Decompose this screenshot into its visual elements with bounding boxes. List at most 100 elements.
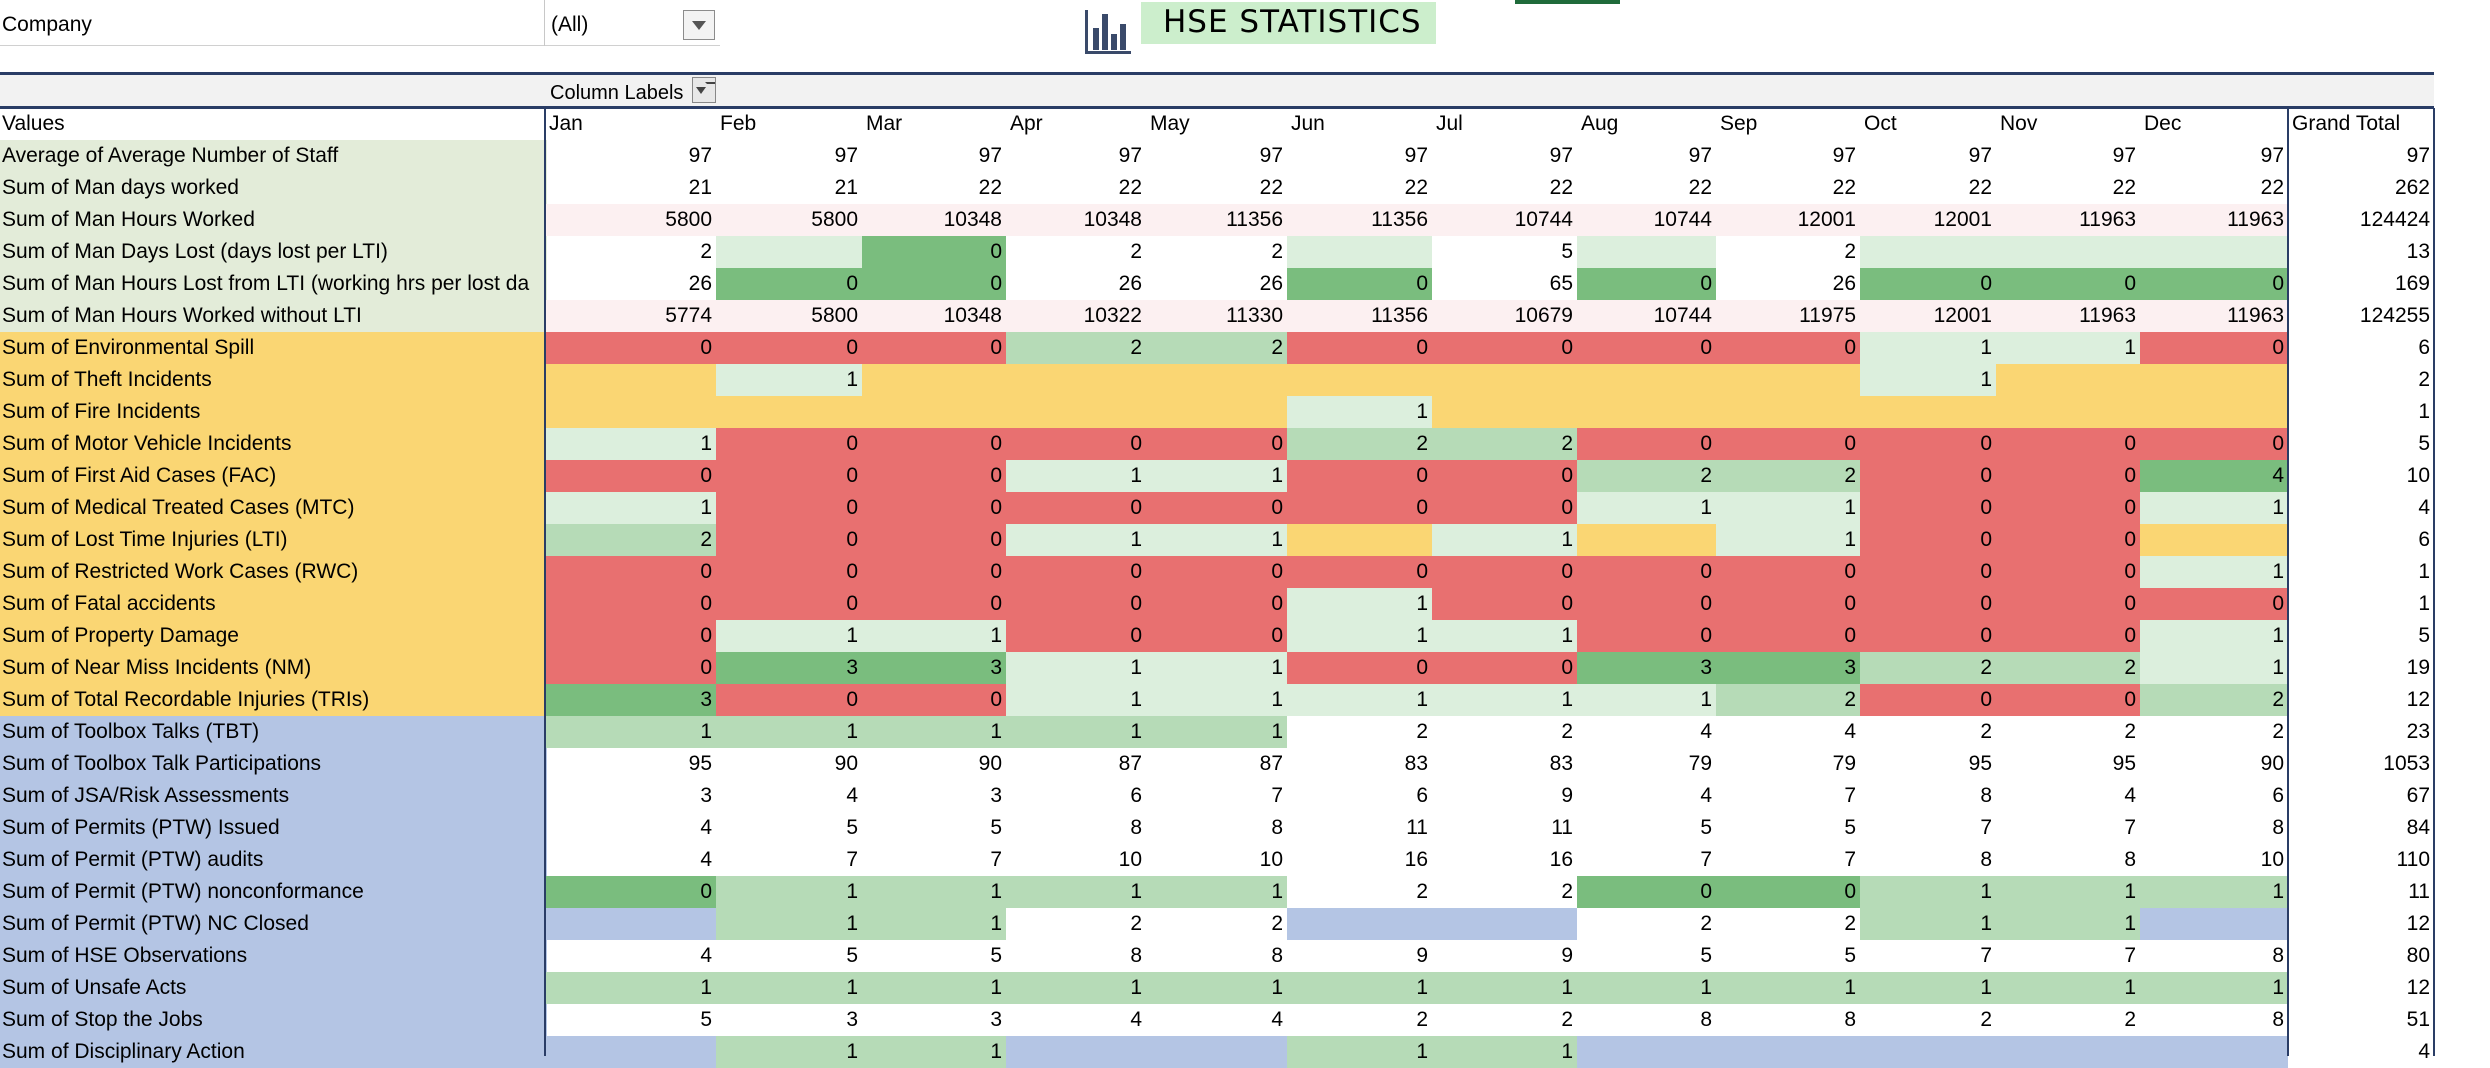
table-cell[interactable]: 0 (1577, 332, 1716, 364)
table-cell[interactable]: 10744 (1432, 204, 1577, 236)
table-cell[interactable]: 4 (846, 784, 858, 807)
table-cell[interactable]: 11963 (2140, 300, 2288, 332)
table-cell[interactable]: 12001 (1860, 300, 1996, 332)
table-cell[interactable]: 22 (1118, 176, 1142, 199)
table-cell[interactable] (1006, 364, 1146, 396)
table-cell[interactable]: 2 (1980, 1008, 1992, 1031)
table-cell[interactable] (1860, 236, 1996, 268)
table-cell[interactable]: 22 (1259, 176, 1283, 199)
table-cell[interactable]: 1 (1146, 972, 1287, 1004)
table-cell[interactable]: 79 (1832, 752, 1856, 775)
table-cell[interactable]: 6 (2272, 784, 2284, 807)
table-cell[interactable]: 87 (1118, 752, 1142, 775)
table-cell[interactable]: 1 (2140, 652, 2288, 684)
month-header-sep[interactable]: Sep (1720, 112, 1758, 135)
table-cell[interactable]: 5800 (545, 204, 716, 236)
grand-total-cell[interactable]: 80 (2406, 944, 2430, 967)
table-cell[interactable]: 6 (1130, 784, 1142, 807)
grand-total-cell[interactable]: 4 (2418, 496, 2430, 519)
table-cell[interactable]: 8 (1980, 784, 1992, 807)
table-cell[interactable]: 1 (716, 364, 862, 396)
grand-total-cell[interactable]: 2 (2418, 368, 2430, 391)
row-label[interactable]: Sum of HSE Observations (0, 940, 547, 972)
table-cell[interactable]: 1 (862, 972, 1006, 1004)
table-cell[interactable]: 2 (700, 240, 712, 263)
table-cell[interactable]: 0 (1996, 620, 2140, 652)
table-cell[interactable]: 0 (1432, 652, 1577, 684)
table-cell[interactable]: 10744 (1577, 300, 1716, 332)
table-cell[interactable]: 5 (1700, 816, 1712, 839)
table-cell[interactable]: 0 (1006, 588, 1146, 620)
table-cell[interactable]: 8 (2272, 1008, 2284, 1031)
table-cell[interactable]: 5 (990, 944, 1002, 967)
table-cell[interactable]: 2 (1130, 912, 1142, 935)
table-cell[interactable] (1860, 1036, 1996, 1068)
table-cell[interactable]: 1 (862, 620, 1006, 652)
table-cell[interactable]: 3 (990, 1008, 1002, 1031)
table-cell[interactable]: 1 (1006, 716, 1146, 748)
table-cell[interactable]: 0 (1860, 524, 1996, 556)
row-label[interactable]: Sum of Man Hours Worked without LTI (0, 300, 547, 332)
table-cell[interactable]: 8 (1271, 944, 1283, 967)
row-label[interactable]: Sum of Man Hours Worked (0, 204, 547, 236)
table-cell[interactable] (1432, 908, 1577, 940)
month-header-nov[interactable]: Nov (2000, 112, 2038, 135)
row-label[interactable]: Sum of Lost Time Injuries (LTI) (0, 524, 547, 556)
table-cell[interactable]: 1 (1146, 876, 1287, 908)
table-cell[interactable]: 65 (1549, 272, 1573, 295)
month-header-dec[interactable]: Dec (2144, 112, 2182, 135)
table-cell[interactable]: 95 (1968, 752, 1992, 775)
table-cell[interactable]: 10 (1259, 848, 1283, 871)
table-cell[interactable]: 0 (1716, 620, 1860, 652)
table-cell[interactable]: 1 (1577, 492, 1716, 524)
month-header-may[interactable]: May (1150, 112, 1190, 135)
table-cell[interactable]: 5 (990, 816, 1002, 839)
table-cell[interactable]: 2 (2272, 720, 2284, 743)
table-cell[interactable]: 0 (1287, 652, 1432, 684)
table-cell[interactable]: 2 (2124, 1008, 2136, 1031)
table-cell[interactable] (2140, 1036, 2288, 1068)
table-cell[interactable]: 0 (1146, 492, 1287, 524)
table-cell[interactable] (545, 364, 716, 396)
table-cell[interactable]: 1 (1287, 1036, 1432, 1068)
table-cell[interactable]: 9 (1561, 944, 1573, 967)
table-cell[interactable]: 12001 (1860, 204, 1996, 236)
grand-total-cell[interactable]: 1 (2418, 560, 2430, 583)
table-cell[interactable]: 10 (1118, 848, 1142, 871)
table-cell[interactable]: 0 (1146, 620, 1287, 652)
table-cell[interactable]: 1 (1716, 492, 1860, 524)
grand-total-cell[interactable]: 12 (2406, 976, 2430, 999)
row-label[interactable]: Sum of Disciplinary Action (0, 1036, 547, 1068)
table-cell[interactable]: 0 (1996, 492, 2140, 524)
table-cell[interactable]: 2 (1432, 428, 1577, 460)
table-cell[interactable]: 97 (978, 144, 1002, 167)
table-cell[interactable]: 1 (1146, 652, 1287, 684)
table-cell[interactable]: 2 (1561, 720, 1573, 743)
table-cell[interactable]: 2 (1844, 240, 1856, 263)
grand-total-cell[interactable]: 97 (2406, 144, 2430, 167)
table-cell[interactable]: 10348 (862, 300, 1006, 332)
table-cell[interactable] (1287, 236, 1432, 268)
grand-total-cell[interactable]: 13 (2406, 240, 2430, 263)
table-cell[interactable]: 97 (2260, 144, 2284, 167)
table-cell[interactable]: 2 (1561, 880, 1573, 903)
row-label[interactable]: Sum of Permits (PTW) Issued (0, 812, 547, 844)
table-cell[interactable]: 1 (1996, 972, 2140, 1004)
table-cell[interactable] (2140, 908, 2288, 940)
table-cell[interactable]: 97 (2112, 144, 2136, 167)
table-cell[interactable]: 0 (1006, 428, 1146, 460)
table-cell[interactable]: 0 (1577, 876, 1716, 908)
table-cell[interactable] (1577, 236, 1716, 268)
table-cell[interactable]: 1 (1716, 524, 1860, 556)
row-label[interactable]: Sum of Man Hours Lost from LTI (working … (0, 268, 547, 300)
table-cell[interactable]: 1 (1146, 460, 1287, 492)
table-cell[interactable]: 1 (716, 620, 862, 652)
grand-total-cell[interactable]: 51 (2406, 1008, 2430, 1031)
table-cell[interactable]: 5 (1844, 944, 1856, 967)
table-cell[interactable]: 7 (1844, 784, 1856, 807)
table-cell[interactable]: 97 (834, 144, 858, 167)
table-cell[interactable]: 2 (1006, 332, 1146, 364)
table-cell[interactable]: 7 (990, 848, 1002, 871)
grand-total-cell[interactable]: 11 (2408, 880, 2430, 903)
table-cell[interactable]: 0 (716, 332, 862, 364)
